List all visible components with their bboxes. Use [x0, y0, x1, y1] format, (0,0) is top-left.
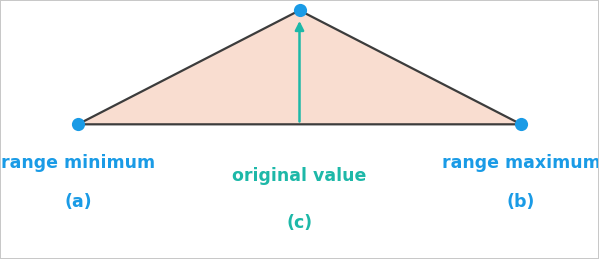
Text: range maximum: range maximum — [441, 154, 599, 172]
Point — [73, 122, 83, 126]
Point — [516, 122, 526, 126]
Point — [295, 8, 304, 12]
Text: range minimum: range minimum — [1, 154, 155, 172]
Text: (c): (c) — [286, 214, 313, 232]
Text: (b): (b) — [507, 193, 536, 211]
Text: (a): (a) — [64, 193, 92, 211]
Text: original value: original value — [232, 167, 367, 185]
Polygon shape — [78, 10, 521, 124]
